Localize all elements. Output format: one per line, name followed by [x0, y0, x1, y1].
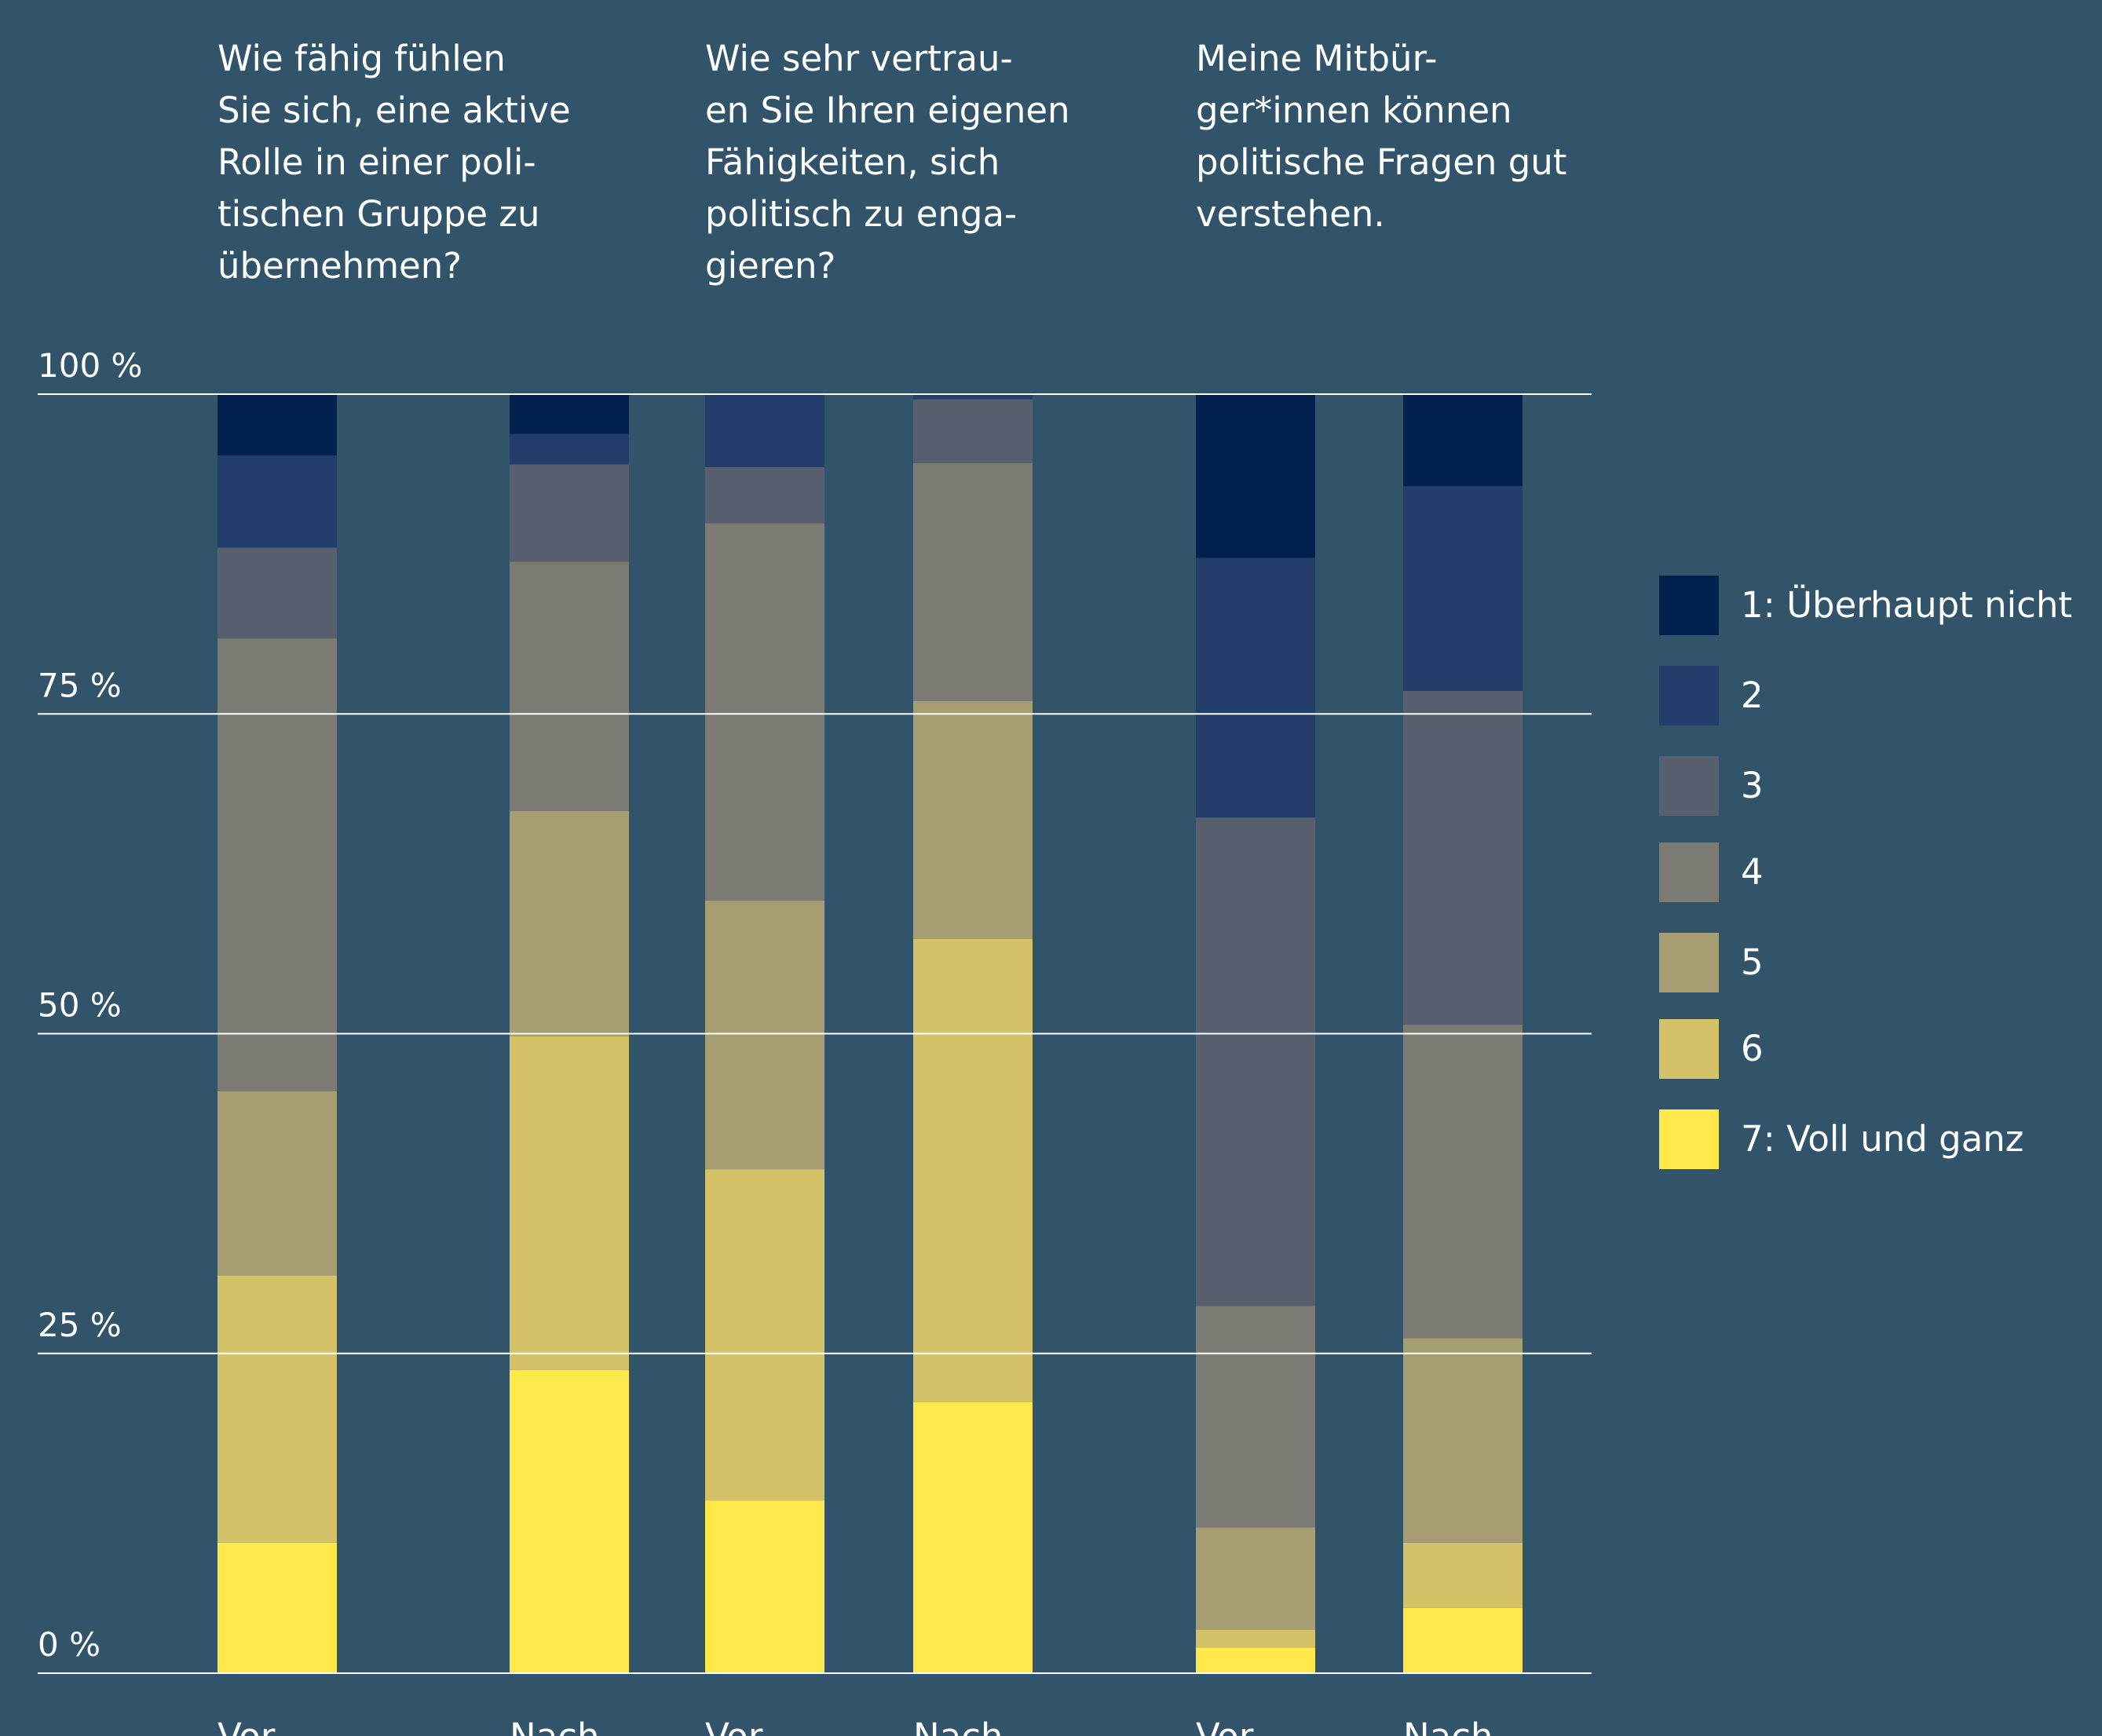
legend-item-7: 7: Voll und ganz — [1659, 1109, 2067, 1169]
x-tick-label-g3-vor: Vor — [1196, 1716, 1254, 1736]
legend-item-4: 4 — [1659, 842, 2067, 902]
bar-segment-g3-vor-level-3 — [1196, 817, 1315, 1307]
legend-label-5: 5 — [1741, 941, 1764, 983]
legend-label-2: 2 — [1741, 674, 1764, 716]
legend-swatch-7 — [1659, 1109, 1719, 1169]
legend-swatch-1 — [1659, 576, 1719, 635]
bar-segment-g3-vor-level-1 — [1196, 394, 1315, 558]
bar-segment-g2-nach-level-7 — [913, 1402, 1033, 1673]
legend-swatch-5 — [1659, 933, 1719, 992]
bar-segment-g2-vor-level-4 — [705, 523, 824, 901]
bar-segment-g1-vor-level-3 — [218, 547, 337, 639]
bar-segment-g1-nach-level-1 — [510, 394, 629, 434]
bar-segment-g3-nach-level-6 — [1403, 1542, 1523, 1608]
bar-segment-g1-nach-level-6 — [510, 1036, 629, 1370]
bar-segment-g3-vor-level-2 — [1196, 557, 1315, 818]
legend-swatch-6 — [1659, 1019, 1719, 1079]
bar-segment-g2-vor-level-3 — [705, 466, 824, 524]
bar-segment-g3-vor-level-5 — [1196, 1527, 1315, 1630]
bar-segment-g2-nach-level-5 — [913, 700, 1033, 939]
x-tick-label-g1-vor: Vor — [218, 1716, 276, 1736]
bar-segment-g1-nach-level-3 — [510, 464, 629, 562]
x-tick-label-g3-nach: Nach — [1403, 1716, 1493, 1736]
bar-segment-g2-vor-level-5 — [705, 901, 824, 1170]
bar-segment-g3-nach-level-4 — [1403, 1025, 1523, 1339]
bar-segment-g1-vor-level-4 — [218, 638, 337, 1091]
bar-segment-g1-vor-level-6 — [218, 1275, 337, 1543]
bar-segment-g1-vor-level-5 — [218, 1091, 337, 1276]
question-2: Wie sehr vertrau- en Sie Ihren eigenen F… — [705, 38, 1070, 287]
bar-segment-g1-vor-level-1 — [218, 394, 337, 456]
bar-segment-g3-vor-level-6 — [1196, 1629, 1315, 1648]
x-tick-label-g2-vor: Vor — [705, 1716, 763, 1736]
legend-swatch-3 — [1659, 756, 1719, 816]
bar-segment-g2-vor-level-7 — [705, 1500, 824, 1673]
bar-segment-g3-nach-level-7 — [1403, 1607, 1523, 1673]
legend-item-6: 6 — [1659, 1019, 2067, 1079]
y-tick-label-0: 0 % — [38, 1625, 101, 1664]
bar-segment-g1-nach-level-7 — [510, 1369, 629, 1673]
bar-segment-g2-nach-level-6 — [913, 938, 1033, 1402]
bar-segment-g3-nach-level-1 — [1403, 394, 1523, 487]
legend-item-1: 1: Überhaupt nicht — [1659, 576, 2072, 635]
x-tick-label-g1-nach: Nach — [510, 1716, 600, 1736]
legend-item-3: 3 — [1659, 756, 2067, 816]
bar-segment-g1-vor-level-2 — [218, 455, 337, 548]
bar-segment-g3-nach-level-2 — [1403, 486, 1523, 691]
legend-label-6: 6 — [1741, 1028, 1764, 1069]
question-3: Meine Mitbür- ger*innen können politisch… — [1196, 38, 1567, 235]
bar-segment-g1-vor-level-7 — [218, 1542, 337, 1673]
bar-segment-g2-nach-level-3 — [913, 399, 1033, 463]
question-1: Wie fähig fühlen Sie sich, eine aktive R… — [218, 38, 571, 287]
bar-segment-g3-vor-level-4 — [1196, 1306, 1315, 1528]
legend-label-7: 7: Voll und ganz — [1741, 1118, 2024, 1160]
bar-segment-g3-nach-level-3 — [1403, 690, 1523, 1025]
legend-item-5: 5 — [1659, 933, 2067, 992]
bar-segment-g2-vor-level-2 — [705, 394, 824, 467]
legend-swatch-2 — [1659, 666, 1719, 725]
x-tick-label-g2-nach: Nach — [913, 1716, 1003, 1736]
bar-segment-g1-nach-level-2 — [510, 433, 629, 465]
legend-swatch-4 — [1659, 842, 1719, 902]
bar-segment-g2-nach-level-4 — [913, 462, 1033, 701]
legend-label-1: 1: Überhaupt nicht — [1741, 584, 2073, 626]
bar-segment-g1-nach-level-5 — [510, 811, 629, 1036]
bar-segment-g1-nach-level-4 — [510, 561, 629, 812]
y-tick-label-50: 50 % — [38, 986, 122, 1025]
bar-segment-g2-nach-level-2 — [913, 394, 1033, 400]
y-tick-label-75: 75 % — [38, 666, 122, 704]
y-tick-label-100: 100 % — [38, 346, 142, 385]
bar-segment-g3-vor-level-7 — [1196, 1647, 1315, 1673]
bar-segment-g3-nach-level-5 — [1403, 1338, 1523, 1543]
legend-label-3: 3 — [1741, 765, 1764, 806]
legend-item-2: 2 — [1659, 666, 2067, 725]
bar-segment-g2-vor-level-6 — [705, 1169, 824, 1501]
legend-label-4: 4 — [1741, 851, 1764, 893]
y-tick-label-25: 25 % — [38, 1306, 122, 1344]
